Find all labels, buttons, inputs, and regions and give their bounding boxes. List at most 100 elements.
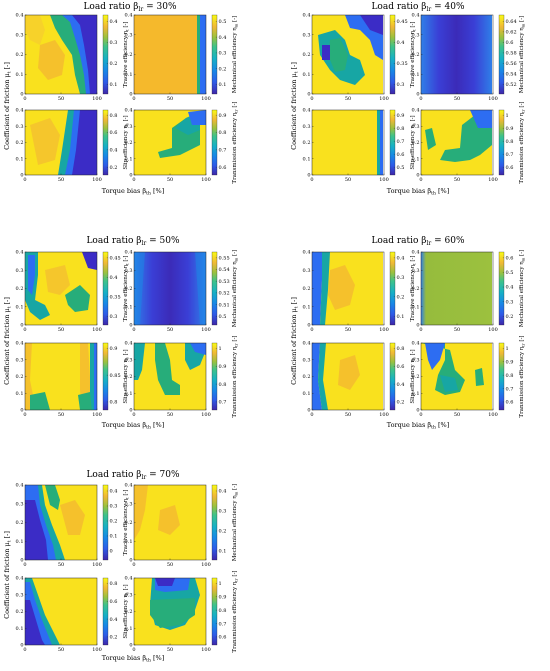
- heatmap-40-mechanical: [421, 15, 492, 94]
- y-tick-label: 0.2: [16, 140, 24, 146]
- y-tick-label: 0: [129, 558, 132, 564]
- y-tick-label: 0.4: [303, 341, 311, 347]
- y-tick-label: 0.4: [16, 108, 24, 114]
- y-tick-label: 0.1: [303, 391, 311, 397]
- colorbar-tick-label: 0.9: [397, 113, 405, 119]
- panel-50-tractive: 0 50 100 0 0.1 0.2 0.3 0.4 0.3 0.35 0.4 0.45Tractiv…: [16, 250, 130, 333]
- x-tick-label: 100: [92, 96, 102, 102]
- panel-50-slip: 0 50 100 0 0.1 0.2 0.3 0.4 0.8 0.85 0.9 Slip effici…: [16, 341, 130, 418]
- y-tick-label: 0.1: [125, 391, 133, 397]
- panel-30-slip: 0 50 100 0 0.1 0.2 0.3 0.4 0.2 0.4 0.6 0.8 Slip effi…: [16, 108, 130, 183]
- colorbar: [102, 109, 109, 176]
- xlabel-30: Torque bias βth [%]: [102, 187, 164, 197]
- colorbar-label: Transmission efficiency ηtr [-]: [232, 335, 238, 417]
- y-tick-label: 0.1: [412, 304, 420, 310]
- colorbar-tick-label: 0.52: [506, 82, 517, 88]
- colorbar-tick-label: 0.6: [397, 152, 405, 158]
- xlabel-70: Torque bias βth [%]: [102, 654, 164, 664]
- heatmap-60-transmission: [421, 343, 492, 410]
- y-tick-label: 0.1: [16, 304, 24, 310]
- colorbar-label: Slip efficiency ηs [-]: [410, 115, 416, 169]
- colorbar-tick-label: 0.4: [110, 148, 118, 154]
- y-tick-label: 0.3: [412, 357, 420, 363]
- colorbar-label: Slip efficiency ηs [-]: [123, 349, 129, 403]
- colorbar-tick-label: 0.54: [219, 267, 230, 273]
- colorbar-tick-label: 0.3: [219, 51, 227, 57]
- y-tick-label: 0.2: [125, 520, 133, 526]
- colorbar-label: Transmission efficiency ηtr [-]: [232, 101, 238, 183]
- heatmap-50-mechanical: [134, 252, 206, 325]
- colorbar-label: Tractive efficiency ηt [-]: [410, 255, 416, 321]
- x-tick-label: 50: [58, 412, 64, 418]
- y-tick-label: 0.2: [412, 374, 420, 380]
- colorbar-label: Tractive efficiency ηt [-]: [123, 489, 129, 555]
- y-tick-label: 0.3: [303, 32, 311, 38]
- colorbar-label: Tractive efficiency ηt [-]: [410, 21, 416, 87]
- ylabel-50: Coefficient of friction μt [-]: [3, 297, 13, 385]
- colorbar-label: Tractive efficiency ηt [-]: [123, 21, 129, 87]
- colorbar-tick-label: 0.2: [110, 165, 118, 171]
- x-tick-label: 100: [379, 177, 389, 183]
- y-tick-label: 0: [129, 643, 132, 649]
- x-tick-label: 50: [167, 96, 173, 102]
- x-tick-label: 50: [58, 647, 64, 653]
- colorbar-tick-label: 0.8: [110, 581, 118, 587]
- y-tick-label: 0.1: [16, 156, 24, 162]
- x-tick-label: 100: [201, 647, 211, 653]
- colorbar: [211, 251, 218, 326]
- x-tick-label: 50: [167, 647, 173, 653]
- y-tick-label: 0.2: [125, 286, 133, 292]
- colorbar-tick-label: 0.2: [110, 61, 118, 67]
- heatmap-60-slip: [312, 343, 383, 410]
- colorbar-tick-label: 0.9: [219, 113, 227, 119]
- colorbar-tick-label: 0.7: [219, 400, 227, 406]
- x-tick-label: 100: [379, 412, 389, 418]
- y-tick-label: 0.3: [125, 501, 133, 507]
- colorbar-tick-label: 0.4: [110, 275, 118, 281]
- colorbar-tick-label: 0.7: [219, 621, 227, 627]
- heatmap-30-tractive: [25, 15, 97, 94]
- heatmap-40-transmission: [421, 110, 492, 175]
- title-30: Load ratio βlr = 30%: [83, 2, 177, 13]
- colorbar-label: Transmission efficiency ηtr [-]: [232, 570, 238, 652]
- colorbar-tick-label: 0.54: [506, 72, 517, 78]
- y-tick-label: 0.2: [303, 286, 311, 292]
- y-tick-label: 0.1: [125, 156, 133, 162]
- y-tick-label: 0.3: [303, 124, 311, 130]
- y-tick-label: 0.2: [125, 374, 133, 380]
- y-tick-label: 0.1: [125, 626, 133, 632]
- panel-70-tractive: 0 50 10000.10.20.30.400.10.20.30.4Tractive…: [16, 483, 130, 568]
- y-tick-label: 0.4: [412, 341, 420, 347]
- y-tick-label: 0.2: [412, 286, 420, 292]
- x-tick-label: 50: [167, 177, 173, 183]
- x-tick-label: 100: [488, 412, 498, 418]
- colorbar-tick-label: 0.4: [397, 40, 405, 46]
- svg-text:Load ratio βlr = 60%: Load ratio βlr = 60%: [371, 236, 465, 247]
- panel-40-transmission: 0 50 100 0 0.1 0.2 0.3 0.4 0.6 0.7 0.8 0.9 1 Transmis…: [412, 101, 526, 183]
- colorbar-tick-label: 0.2: [506, 314, 514, 320]
- colorbar-tick-label: 0.6: [397, 364, 405, 370]
- colorbar-label: Mechanical efficiency ηm [-]: [232, 16, 238, 93]
- colorbar: [102, 14, 109, 95]
- colorbar-tick-label: 0.7: [506, 386, 514, 392]
- y-tick-label: 0.1: [303, 156, 311, 162]
- x-tick-label: 100: [92, 177, 102, 183]
- colorbar-tick-label: 0.4: [506, 285, 514, 291]
- y-tick-label: 0.1: [125, 72, 133, 78]
- x-tick-label: 50: [345, 327, 351, 333]
- colorbar-tick-label: 0.8: [506, 139, 514, 145]
- title-50: Load ratio βlr = 50%: [86, 236, 180, 247]
- y-tick-label: 0: [307, 92, 310, 98]
- x-tick-label: 100: [92, 412, 102, 418]
- colorbar: [389, 14, 396, 95]
- colorbar-label: Tractive efficiency ηt [-]: [123, 255, 129, 321]
- colorbar-tick-label: 0.6: [219, 635, 227, 641]
- colorbar-tick-label: 0.9: [219, 594, 227, 600]
- x-tick-label: 100: [92, 647, 102, 653]
- y-tick-label: 0.2: [16, 286, 24, 292]
- y-tick-label: 0.3: [16, 268, 24, 274]
- heatmap-70-slip: [25, 578, 97, 645]
- colorbar-tick-label: 0.3: [110, 40, 118, 46]
- x-tick-label: 50: [454, 96, 460, 102]
- y-tick-label: 0.4: [125, 13, 133, 19]
